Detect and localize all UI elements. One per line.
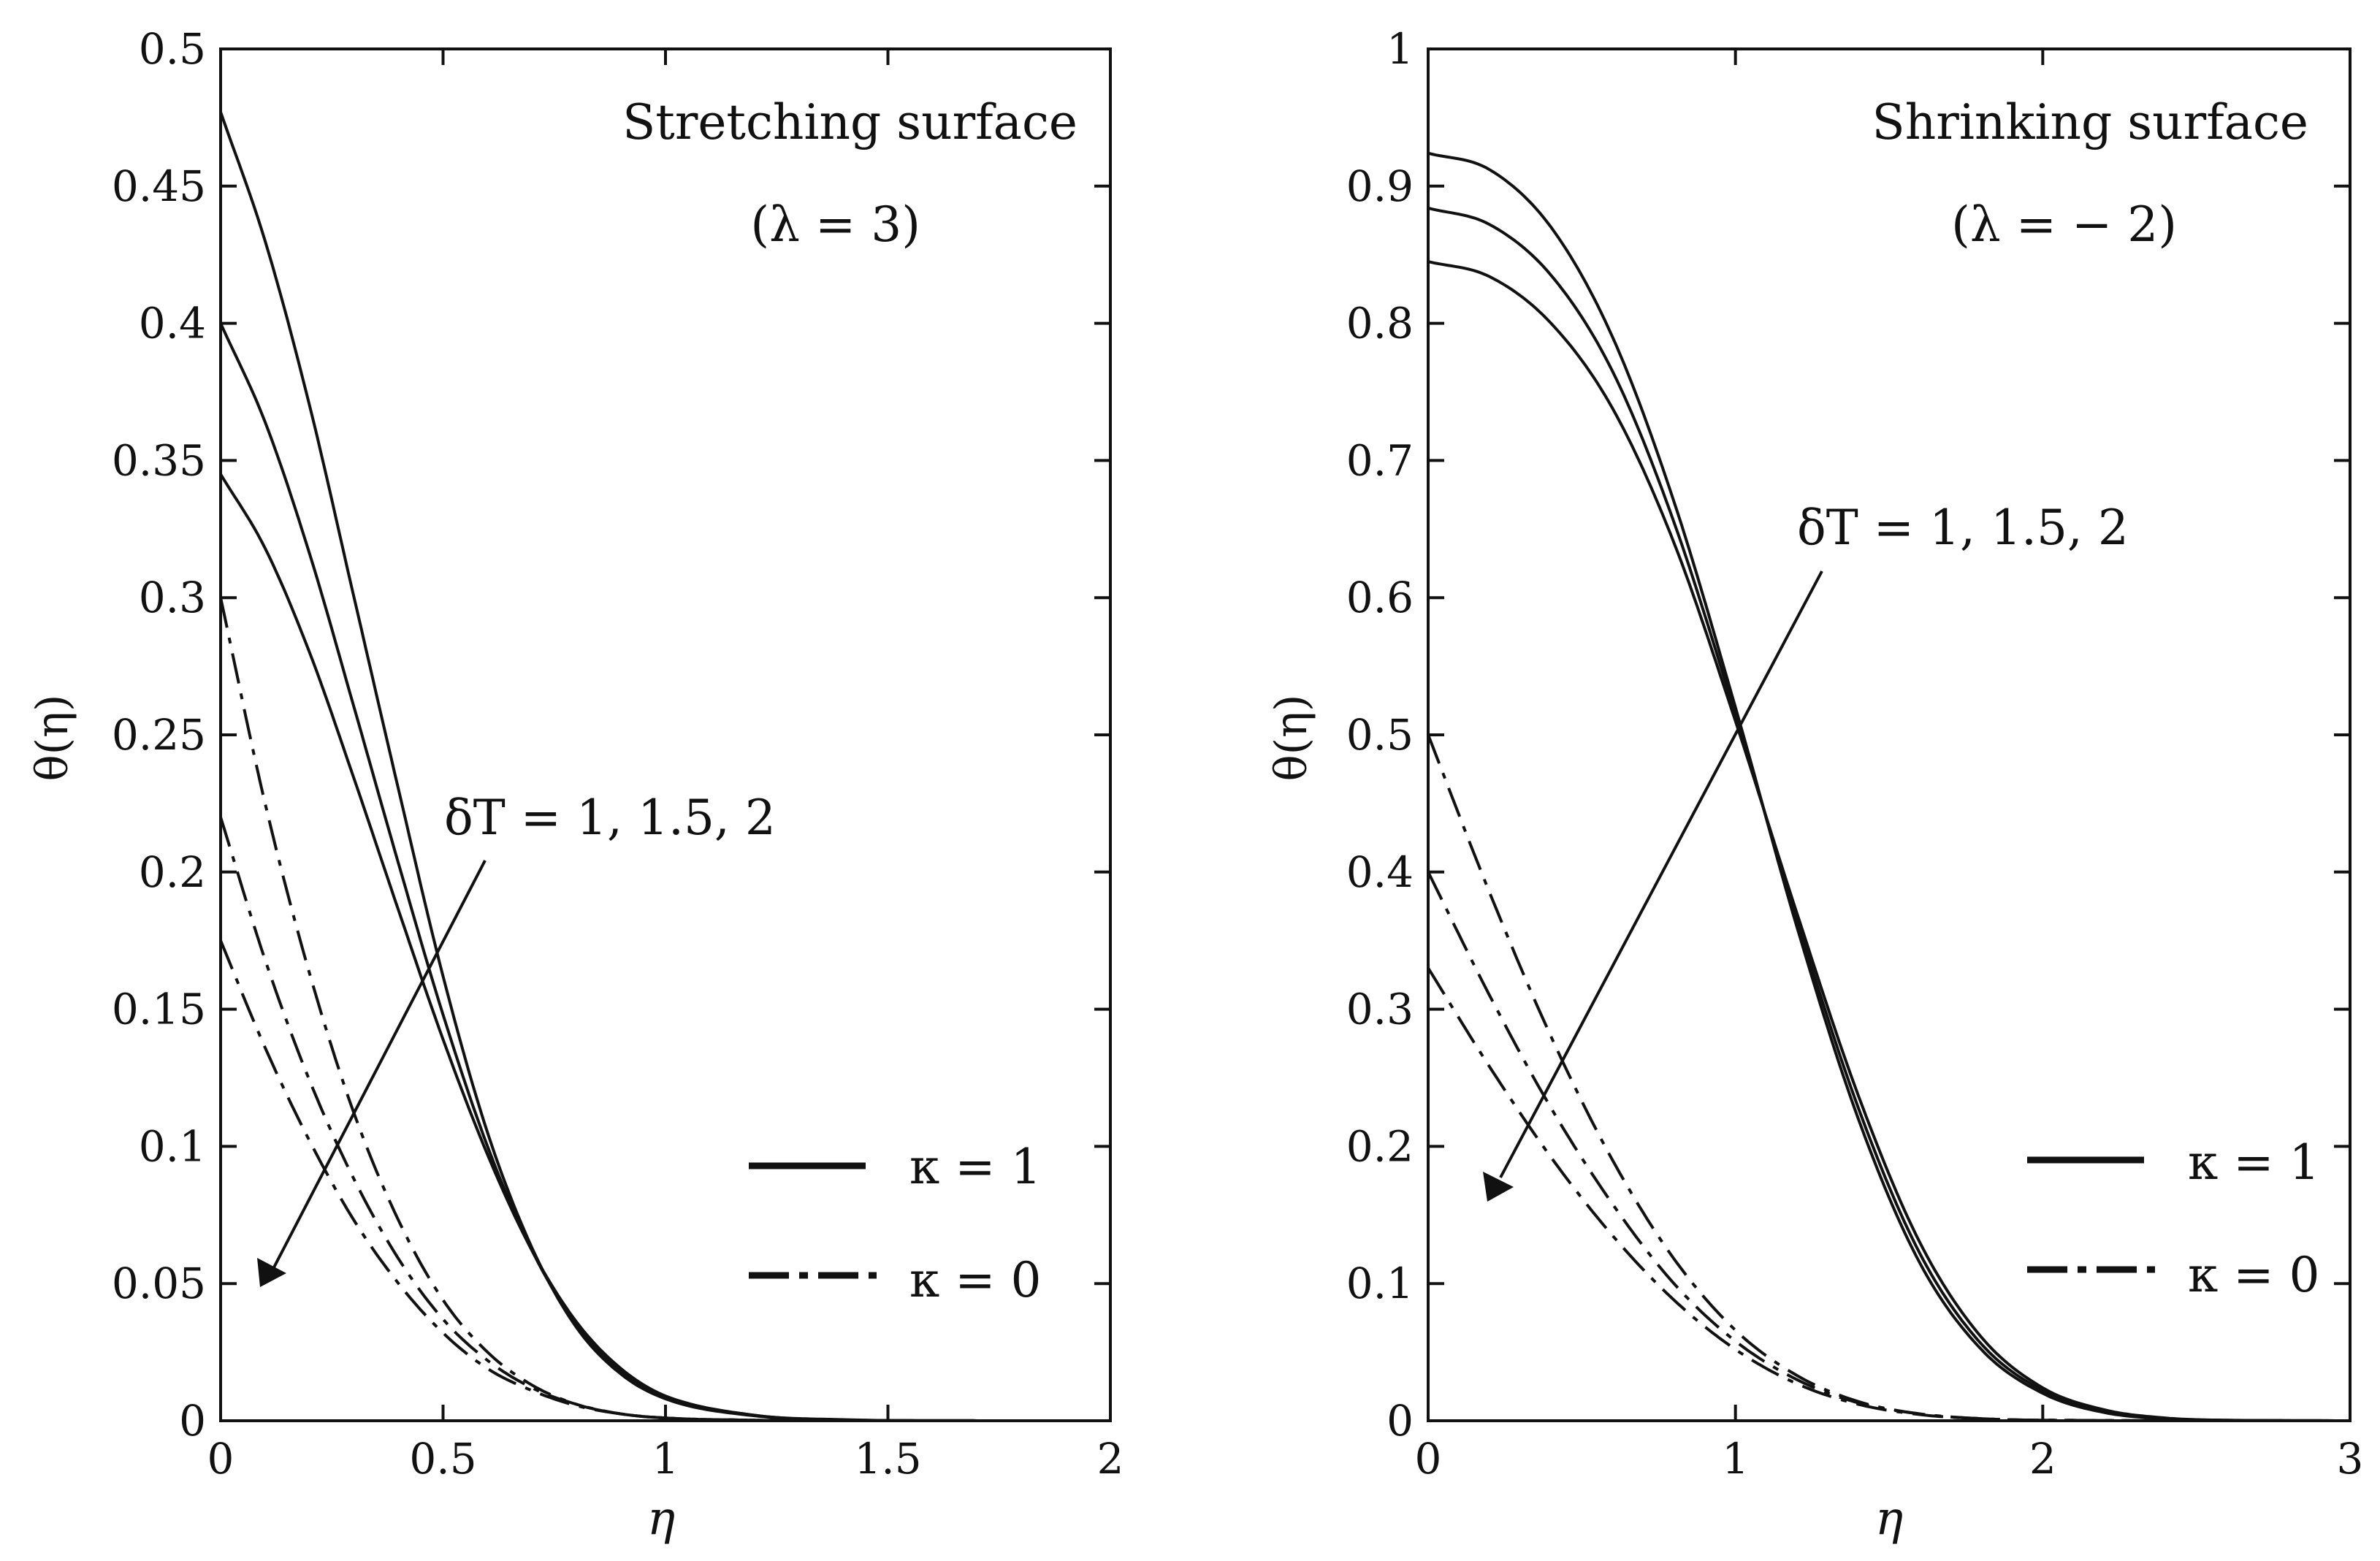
y-tick-label: 1 — [1387, 24, 1414, 74]
x-tick-label: 0 — [207, 1434, 234, 1484]
y-tick-label: 0.15 — [112, 985, 206, 1034]
tick-group — [1427, 47, 2352, 1422]
y-axis-label: θ(η) — [27, 695, 78, 782]
y-tick-label: 0.2 — [1346, 1121, 1414, 1171]
y-tick-label: 0.5 — [1346, 710, 1414, 760]
curves-group — [219, 111, 1110, 1422]
y-tick-label: 0.7 — [1346, 435, 1414, 485]
y-tick-label: 0.3 — [1346, 985, 1414, 1034]
x-tick-label: 1 — [1722, 1434, 1749, 1484]
y-tick-label: 0.25 — [112, 710, 206, 760]
y-tick-label: 0 — [1387, 1396, 1414, 1446]
annotation-arrow-line — [1499, 570, 1823, 1178]
legend-label-kappa0: κ = 0 — [909, 1252, 1042, 1308]
plot-frame — [1427, 47, 2352, 1422]
chart-stretching-surface: 0 0.5 1 1.5 2 0 0.05 0.1 0.15 0.2 0.25 0.3 0.35 0.4 0.… — [27, 24, 1124, 1546]
x-tick-label: 2 — [1097, 1434, 1124, 1484]
legend-label-kappa0: κ = 0 — [2188, 1247, 2320, 1303]
y-tick-label: 0.3 — [139, 573, 206, 622]
chart-subtitle: (λ = 3) — [750, 196, 920, 253]
x-tick-label: 1.5 — [854, 1434, 921, 1484]
y-tick-label: 0.6 — [1346, 573, 1414, 622]
chart-shrinking-surface: 0 1 2 3 0 0.1 0.2 0.3 0.4 0.5 0.6 0.7 0.8 0.9 1 Shrink… — [1266, 24, 2363, 1546]
curve-kappa0-1 — [1427, 734, 2350, 1422]
annotation-arrowhead — [257, 1258, 286, 1287]
y-tick-label: 0.45 — [112, 161, 206, 211]
y-tick-label: 0.5 — [139, 24, 206, 74]
x-tick-label: 3 — [2337, 1434, 2364, 1484]
y-tick-label: 0.1 — [139, 1121, 206, 1171]
legend-label-kappa1: κ = 1 — [909, 1139, 1042, 1195]
x-tick-label: 0 — [1415, 1434, 1442, 1484]
legend-label-kappa1: κ = 1 — [2188, 1134, 2320, 1191]
x-axis-label: η — [1875, 1492, 1903, 1546]
annotation-arrowhead — [1483, 1172, 1514, 1202]
plot-frame — [219, 47, 1112, 1422]
y-tick-label: 0.05 — [112, 1259, 206, 1308]
x-tick-label: 2 — [2029, 1434, 2056, 1484]
tick-group — [219, 47, 1112, 1422]
y-tick-label: 0 — [179, 1396, 206, 1446]
y-tick-label: 0.8 — [1346, 299, 1414, 348]
x-axis-label: η — [647, 1492, 675, 1546]
tick-label-group: 0 0.5 1 1.5 2 0 0.05 0.1 0.15 0.2 0.25 0.3 0.35 0.4 0.… — [112, 24, 1124, 1484]
chart-title: Shrinking surface — [1872, 94, 2308, 150]
delta-annotation: δT = 1, 1.5, 2 — [1797, 500, 2129, 556]
x-tick-label: 1 — [652, 1434, 679, 1484]
curve-kappa1-2 — [1427, 206, 2350, 1422]
chart-subtitle: (λ = − 2) — [1951, 196, 2177, 253]
y-tick-label: 0.4 — [1346, 847, 1414, 897]
y-axis-label: θ(η) — [1266, 695, 1317, 782]
x-tick-label: 0.5 — [409, 1434, 476, 1484]
delta-annotation: δT = 1, 1.5, 2 — [444, 790, 776, 846]
y-tick-label: 0.35 — [112, 435, 206, 485]
curve-kappa1-1 — [1427, 151, 2350, 1422]
y-tick-label: 0.2 — [139, 847, 206, 897]
y-tick-label: 0.4 — [139, 299, 206, 348]
curve-kappa1-1 — [219, 111, 1110, 1422]
curves-group — [1427, 151, 2350, 1422]
chart-title: Stretching surface — [622, 94, 1078, 150]
y-tick-label: 0.9 — [1346, 161, 1414, 211]
curve-kappa0-2 — [219, 817, 1110, 1422]
y-tick-label: 0.1 — [1346, 1259, 1414, 1308]
annotation-arrow-line — [272, 860, 487, 1268]
tick-label-group: 0 1 2 3 0 0.1 0.2 0.3 0.4 0.5 0.6 0.7 0.8 0.9 1 — [1346, 24, 2364, 1484]
